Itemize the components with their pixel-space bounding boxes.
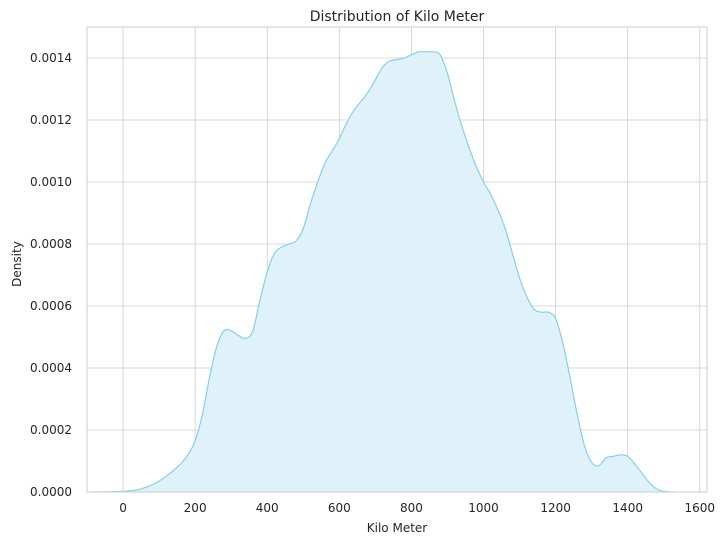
- y-tick-label: 0.0000: [30, 485, 72, 499]
- x-tick-label: 600: [328, 501, 351, 515]
- y-tick-label: 0.0002: [30, 423, 72, 437]
- y-tick-label: 0.0012: [30, 113, 72, 127]
- plot-frame: [86, 26, 708, 493]
- y-tick-label: 0.0004: [30, 361, 72, 375]
- x-tick-label: 0: [119, 501, 127, 515]
- y-axis-title: Density: [10, 241, 24, 287]
- x-axis-title: Kilo Meter: [367, 521, 428, 535]
- y-tick-label: 0.0010: [30, 175, 72, 189]
- x-tick-label: 1200: [540, 501, 571, 515]
- x-tick-label: 800: [400, 501, 423, 515]
- x-tick-label: 1600: [685, 501, 716, 515]
- y-tick-labels: 0.0000 0.0002 0.0004 0.0006 0.0008 0.0010 0.00…: [30, 51, 72, 499]
- x-tick-labels: 0 200 400 600 800 1000 1200 1400 1600: [119, 501, 715, 515]
- density-line: [94, 50, 675, 493]
- x-tick-label: 200: [184, 501, 207, 515]
- chart-title: Distribution of Kilo Meter: [310, 9, 485, 25]
- density-area-fill: [94, 51, 675, 493]
- y-tick-label: 0.0014: [30, 51, 72, 65]
- y-tick-label: 0.0006: [30, 299, 72, 313]
- y-tick-label: 0.0008: [30, 237, 72, 251]
- x-tick-label: 1000: [468, 501, 499, 515]
- x-tick-label: 1400: [612, 501, 643, 515]
- x-tick-label: 400: [256, 501, 279, 515]
